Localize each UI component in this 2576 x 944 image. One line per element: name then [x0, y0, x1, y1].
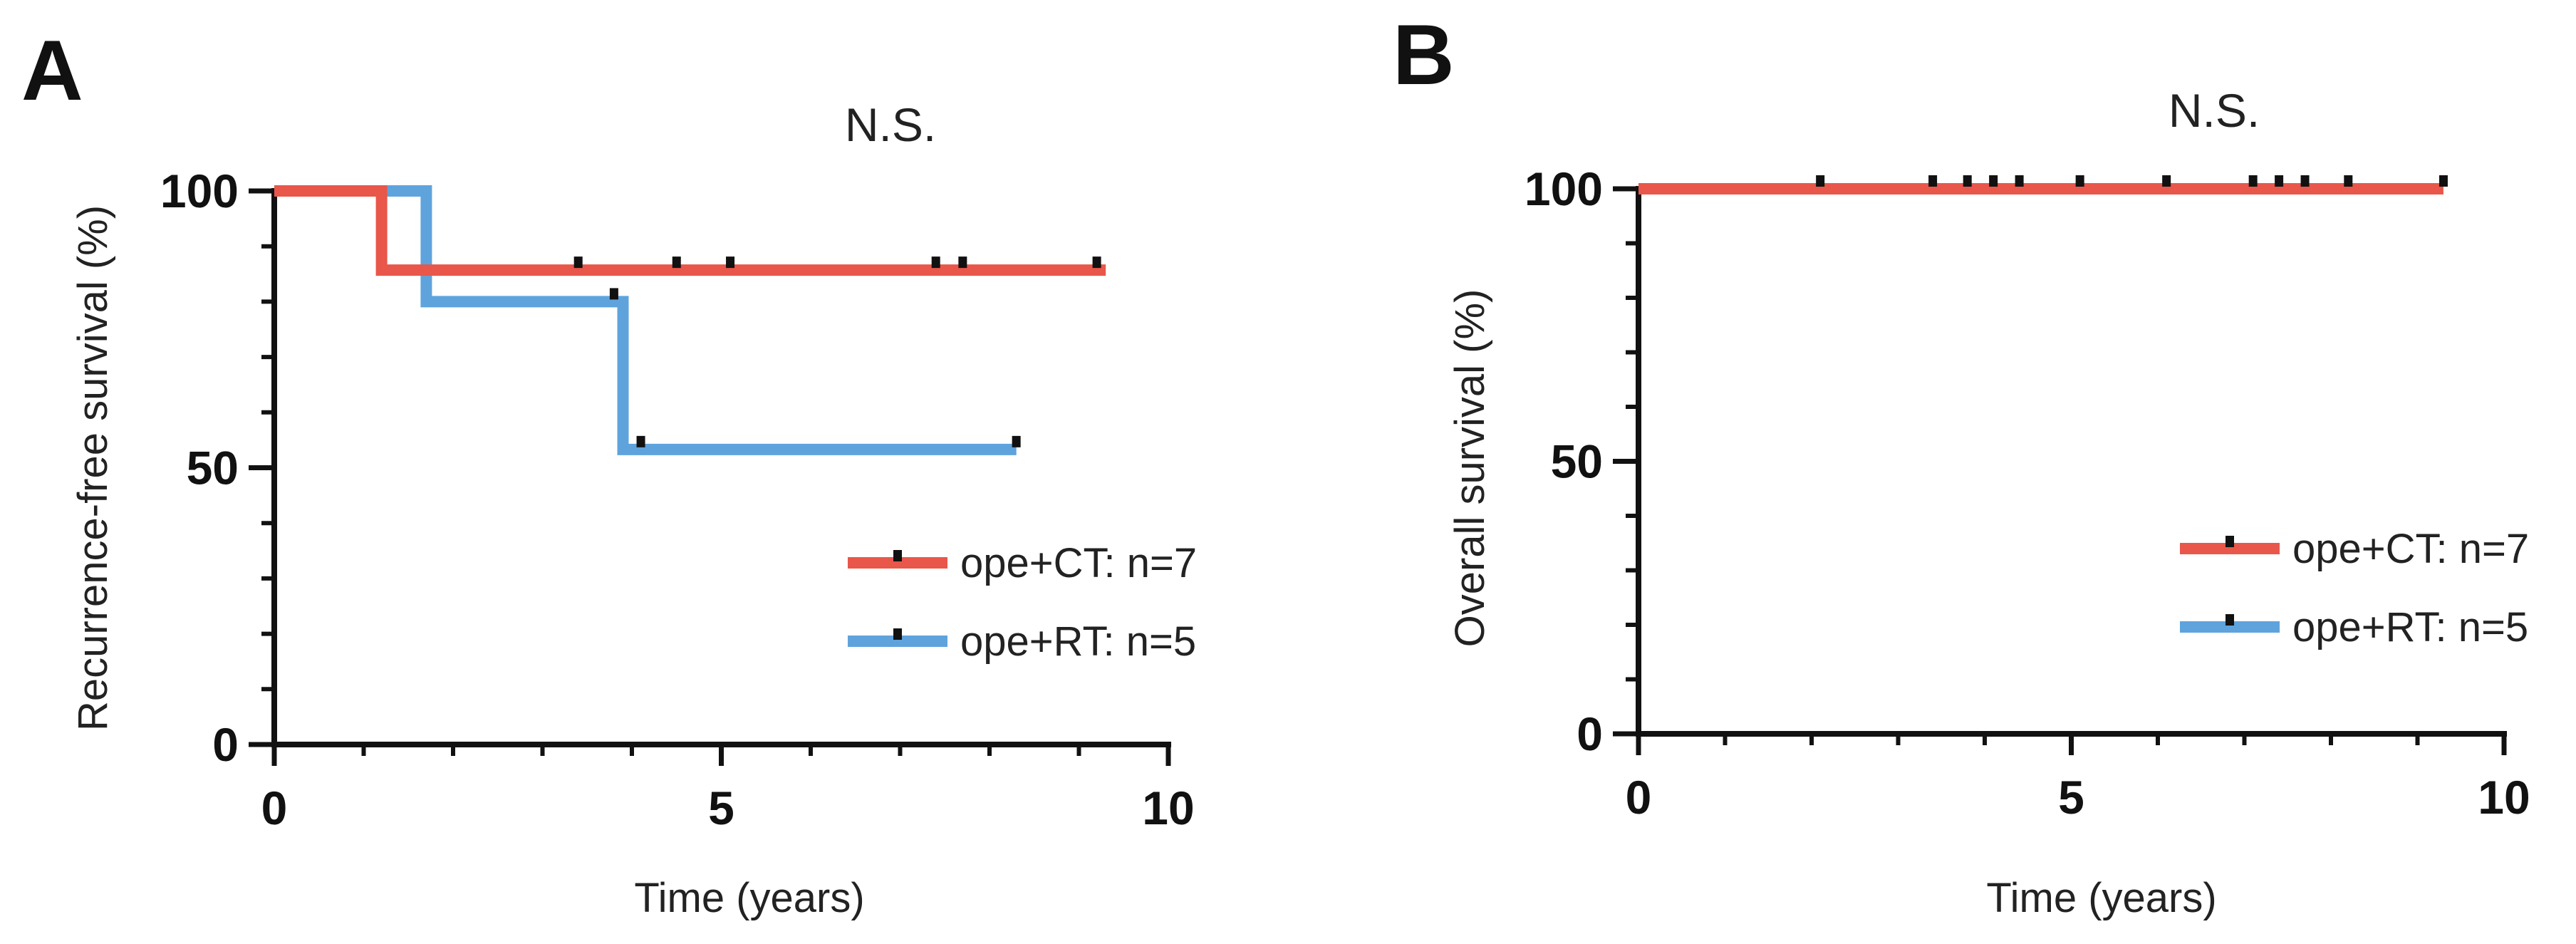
panel-a-legend-censor-mark-ope-rt [893, 628, 902, 640]
panel-b-y-tick-label: 50 [1551, 435, 1603, 488]
panel-a-ope-ct-censor-mark [1092, 256, 1101, 269]
panel-a-y-tick-label: 100 [160, 165, 239, 217]
panel-a-x-axis-title: Time (years) [634, 875, 864, 921]
panel-a-ope-ct-censor-mark [931, 256, 940, 269]
panel-a-x-tick-label: 10 [1142, 782, 1194, 834]
panel-a-legend-label-ope-ct: ope+CT: n=7 [960, 540, 1197, 586]
panel-a-ope-ct-censor-mark [726, 256, 735, 269]
panel-a-y-tick-label: 50 [187, 442, 239, 494]
panel-b-ope-ct-censor-mark [1816, 175, 1825, 187]
panel-b-x-tick-label: 0 [1626, 771, 1652, 824]
panel-a-ope-ct-censor-mark [958, 256, 967, 269]
panel-a-y-axis-title: Recurrence-free survival (%) [70, 205, 116, 731]
panel-a-x-tick-label: 0 [261, 782, 288, 834]
panel-b-ope-ct-censor-mark [2075, 175, 2084, 187]
panel-b-ope-ct-censor-mark [2300, 175, 2310, 187]
panel-b-x-tick-label: 10 [2478, 771, 2530, 824]
panel-b-letter: B [1393, 7, 1455, 103]
panel-a-x-tick-label: 5 [708, 782, 734, 834]
panel-b-ope-ct-censor-mark [1928, 175, 1938, 187]
panel-a-ope-ct-survival-curve [274, 185, 1106, 276]
panel-b: B N.S. 0 50 100 0 5 10 Time (years) Overall survi… [1393, 7, 2530, 921]
panel-a-ope-rt-survival-curve [274, 185, 1017, 455]
panel-a-ope-rt-censor-mark [636, 435, 645, 447]
panel-b-ope-ct-censor-mark [1963, 175, 1972, 187]
panel-b-legend-label-ope-ct: ope+CT: n=7 [2292, 526, 2529, 572]
panel-a: A N.S. 0 50 100 0 5 10 Time (years) Recurrence-fr… [21, 23, 1197, 921]
panel-b-ope-ct-censor-mark [2439, 175, 2448, 187]
panel-a-ope-ct-censor-mark [672, 256, 681, 269]
panel-a-legend-label-ope-rt: ope+RT: n=5 [960, 618, 1196, 665]
panel-b-y-tick-label: 0 [1577, 707, 1603, 760]
panel-a-ope-ct-censor-mark [573, 256, 583, 269]
panel-b-ope-ct-censor-mark [2162, 175, 2171, 187]
panel-a-letter: A [21, 23, 83, 118]
panel-b-legend-label-ope-rt: ope+RT: n=5 [2292, 604, 2528, 650]
panel-b-ope-ct-censor-mark [2275, 175, 2284, 187]
panel-a-ope-rt-censor-mark [1012, 435, 1021, 447]
panel-b-significance-annotation: N.S. [2169, 84, 2260, 137]
panel-b-y-tick-label: 100 [1525, 162, 1603, 215]
panel-a-ope-rt-censor-mark [609, 288, 618, 300]
panel-b-legend-censor-mark-ope-ct [2226, 536, 2234, 547]
panel-b-ope-ct-censor-mark [2248, 175, 2258, 187]
panel-b-ope-ct-censor-mark [2344, 175, 2353, 187]
panel-a-legend-censor-mark-ope-ct [893, 550, 902, 561]
panel-a-significance-annotation: N.S. [845, 98, 936, 151]
panel-b-y-axis-title: Overall survival (%) [1447, 289, 1493, 648]
panel-b-ope-ct-censor-mark [2015, 175, 2024, 187]
panel-b-ope-ct-censor-mark [1989, 175, 1998, 187]
panel-b-legend-censor-mark-ope-rt [2226, 614, 2234, 626]
panel-a-y-tick-label: 0 [212, 718, 239, 771]
panel-b-x-tick-label: 5 [2058, 771, 2084, 824]
panel-b-x-axis-title: Time (years) [1986, 875, 2216, 921]
